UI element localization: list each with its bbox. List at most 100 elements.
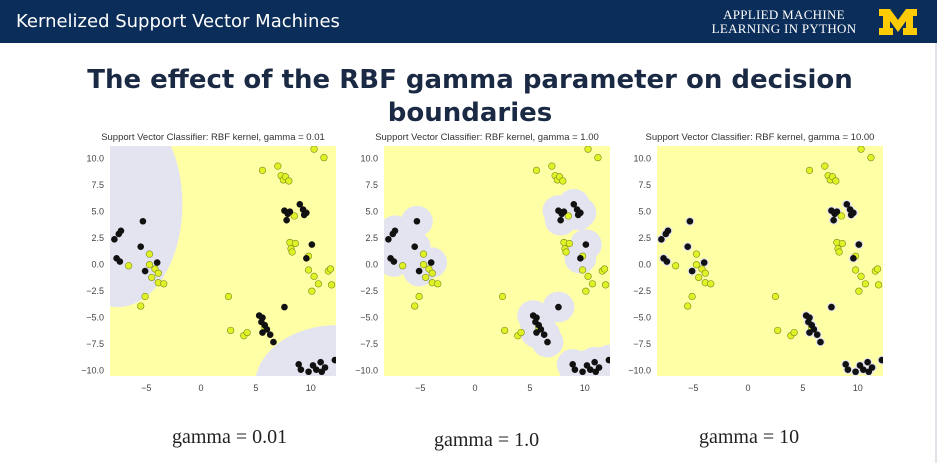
- plot-area: [657, 146, 883, 376]
- x-tick-label: 10: [853, 383, 863, 393]
- data-point-class-0: [415, 267, 423, 275]
- scrollbar-track[interactable]: [935, 43, 937, 463]
- data-point-class-1: [243, 328, 251, 337]
- y-tick-label: 10.0: [86, 154, 104, 164]
- data-point-class-0: [312, 366, 320, 373]
- data-point-class-1: [832, 177, 840, 185]
- scatter-plot: −5 0 5 10 10.0 7.5 5.0 2.5 0.0 −2.5 −5.0 −7.5 −10.0: [628, 146, 883, 393]
- plot-title: Support Vector Classifier: RBF kernel, g…: [375, 132, 599, 143]
- data-point-class-1: [320, 154, 328, 162]
- data-point-class-1: [224, 292, 233, 301]
- data-point-class-0: [153, 259, 161, 266]
- y-tick-label: 10.0: [633, 154, 651, 164]
- x-tick-label: −5: [141, 383, 151, 393]
- data-point-class-1: [873, 265, 882, 273]
- data-point-class-1: [588, 280, 597, 288]
- course-section-title: Kernelized Support Vector Machines: [16, 11, 340, 32]
- data-point-class-0: [859, 366, 867, 373]
- block-m-logo-icon: [879, 9, 917, 35]
- data-point-class-0: [688, 267, 696, 275]
- y-tick-label: 5.0: [365, 207, 378, 217]
- y-tick-label: 10.0: [360, 154, 378, 164]
- x-tick-label: 5: [527, 383, 532, 393]
- data-point-class-1: [148, 273, 156, 282]
- data-point-class-1: [274, 162, 282, 170]
- data-point-class-1: [857, 146, 865, 153]
- data-point-class-1: [160, 280, 168, 288]
- data-point-class-1: [227, 326, 235, 335]
- data-point-class-0: [577, 255, 584, 262]
- data-point-class-1: [692, 261, 701, 269]
- data-point-class-0: [591, 358, 598, 366]
- data-point-class-0: [317, 358, 324, 366]
- x-tick-label: 0: [199, 383, 204, 393]
- y-tick-label: 7.5: [91, 180, 104, 190]
- y-tick-label: −5.0: [86, 313, 104, 323]
- y-tick-label: −10.0: [81, 366, 104, 376]
- data-point-class-1: [771, 292, 780, 301]
- data-point-class-1: [137, 302, 145, 310]
- data-point-class-0: [570, 200, 578, 208]
- y-tick-label: 2.5: [91, 233, 104, 243]
- data-point-class-1: [419, 261, 428, 269]
- data-point-class-1: [600, 265, 609, 273]
- data-point-class-1: [310, 272, 318, 280]
- data-point-class-0: [305, 368, 312, 376]
- data-point-class-1: [672, 262, 680, 270]
- data-point-class-1: [835, 248, 843, 256]
- data-point-class-0: [850, 255, 857, 262]
- y-tick-label: 5.0: [91, 207, 104, 217]
- data-point-class-0: [806, 329, 813, 336]
- data-point-class-0: [141, 267, 149, 275]
- data-point-class-1: [258, 166, 267, 174]
- data-point-class-1: [548, 162, 556, 170]
- data-point-class-1: [419, 250, 428, 258]
- data-point-class-0: [116, 258, 124, 265]
- scatter-plot: −5 0 5 10 10.0 7.5 5.0 2.5 0.0 −2.5 −5.0 −7.5 −10.0: [355, 146, 610, 393]
- data-point-class-1: [399, 262, 407, 270]
- data-point-class-0: [579, 368, 586, 376]
- y-tick-label: −7.5: [633, 339, 651, 349]
- data-point-class-0: [868, 364, 876, 371]
- data-point-class-0: [390, 258, 398, 265]
- data-point-class-1: [517, 328, 525, 337]
- plot-area: [384, 146, 610, 376]
- data-point-class-1: [145, 250, 154, 258]
- data-point-class-1: [602, 281, 610, 289]
- data-point-class-1: [422, 273, 430, 282]
- course-name-line2: LEARNING IN PYTHON: [711, 21, 857, 36]
- data-point-class-1: [411, 302, 419, 310]
- data-point-class-1: [688, 292, 696, 301]
- x-tick-label: 10: [580, 383, 590, 393]
- data-point-class-0: [842, 361, 849, 368]
- gamma-label-0.01: gamma = 0.01: [172, 426, 288, 448]
- data-point-class-1: [821, 162, 829, 170]
- data-point-class-0: [586, 366, 594, 373]
- data-point-class-0: [582, 241, 590, 248]
- data-point-class-0: [303, 209, 310, 217]
- y-tick-label: −5.0: [633, 313, 651, 323]
- y-tick-label: −5.0: [360, 313, 378, 323]
- data-point-class-0: [828, 303, 835, 311]
- data-point-class-1: [145, 261, 154, 269]
- data-point-class-1: [415, 292, 423, 301]
- data-point-class-1: [838, 239, 847, 248]
- data-point-class-1: [594, 154, 602, 162]
- decision-region-class-0: [255, 325, 336, 376]
- data-point-class-0: [321, 364, 329, 371]
- data-point-class-0: [684, 243, 692, 250]
- data-point-class-0: [533, 329, 540, 336]
- data-point-class-1: [141, 292, 149, 301]
- y-tick-label: −7.5: [86, 339, 104, 349]
- data-point-class-0: [117, 227, 125, 235]
- data-point-class-1: [837, 212, 845, 220]
- x-tick-label: 5: [253, 383, 258, 393]
- data-point-class-1: [774, 326, 782, 335]
- data-point-class-0: [855, 241, 863, 248]
- y-tick-label: −10.0: [355, 366, 378, 376]
- y-tick-label: 0.0: [91, 260, 104, 270]
- data-point-class-1: [498, 292, 507, 301]
- data-point-class-0: [555, 303, 562, 311]
- data-point-class-1: [559, 177, 567, 185]
- y-tick-label: −2.5: [633, 286, 651, 296]
